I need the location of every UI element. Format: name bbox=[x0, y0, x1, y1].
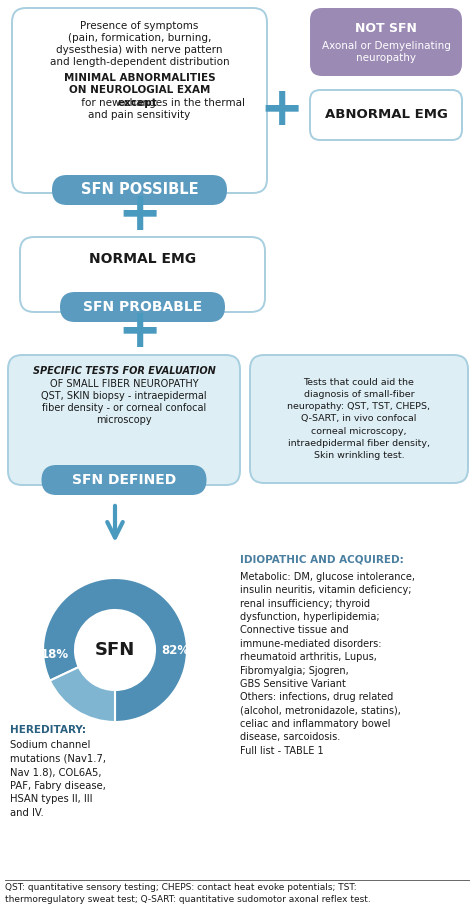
FancyBboxPatch shape bbox=[310, 90, 462, 140]
Text: SFN POSSIBLE: SFN POSSIBLE bbox=[81, 183, 198, 197]
FancyBboxPatch shape bbox=[250, 355, 468, 483]
Text: (pain, formication, burning,: (pain, formication, burning, bbox=[68, 33, 211, 43]
Wedge shape bbox=[43, 578, 187, 722]
FancyBboxPatch shape bbox=[60, 292, 225, 322]
Text: +: + bbox=[118, 189, 162, 241]
Text: 18%: 18% bbox=[41, 649, 69, 662]
Text: +: + bbox=[260, 84, 304, 136]
Text: and pain sensitivity: and pain sensitivity bbox=[88, 110, 191, 120]
FancyBboxPatch shape bbox=[52, 175, 227, 205]
Text: ON NEUROLOGIAL EXAM: ON NEUROLOGIAL EXAM bbox=[69, 85, 210, 95]
FancyBboxPatch shape bbox=[12, 8, 267, 193]
Text: QST, SKIN biopsy - intraepidermal: QST, SKIN biopsy - intraepidermal bbox=[41, 391, 207, 401]
Text: NORMAL EMG: NORMAL EMG bbox=[89, 252, 196, 266]
FancyBboxPatch shape bbox=[8, 355, 240, 485]
Text: Axonal or Demyelinating
neuropathy: Axonal or Demyelinating neuropathy bbox=[321, 41, 450, 63]
Text: except: except bbox=[118, 98, 157, 108]
Text: fiber density - or corneal confocal: fiber density - or corneal confocal bbox=[42, 403, 206, 413]
Text: Tests that could aid the
diagnosis of small-fiber
neuropathy: QST, TST, CHEPS,
Q: Tests that could aid the diagnosis of sm… bbox=[288, 378, 430, 460]
Text: Presence of symptoms: Presence of symptoms bbox=[80, 21, 199, 31]
Text: NOT SFN: NOT SFN bbox=[355, 22, 417, 35]
Wedge shape bbox=[50, 667, 115, 722]
Text: for new changes in the thermal: for new changes in the thermal bbox=[78, 98, 245, 108]
Text: dysesthesia) with nerve pattern: dysesthesia) with nerve pattern bbox=[56, 45, 223, 55]
FancyBboxPatch shape bbox=[42, 465, 207, 495]
Text: QST: quantitative sensory testing; CHEPS: contact heat evoke potentials; TST:
th: QST: quantitative sensory testing; CHEPS… bbox=[5, 883, 371, 905]
Text: HEREDITARY:: HEREDITARY: bbox=[10, 725, 86, 735]
Text: SFN: SFN bbox=[95, 641, 135, 659]
Text: and length-dependent distribution: and length-dependent distribution bbox=[50, 57, 229, 67]
FancyBboxPatch shape bbox=[20, 237, 265, 312]
Circle shape bbox=[75, 610, 155, 690]
Text: OF SMALL FIBER NEUROPATHY: OF SMALL FIBER NEUROPATHY bbox=[50, 379, 198, 389]
Text: SFN DEFINED: SFN DEFINED bbox=[72, 473, 176, 487]
Text: microscopy: microscopy bbox=[96, 415, 152, 425]
Text: Sodium channel
mutations (Nav1.7,
Nav 1.8), COL6A5,
PAF, Fabry disease,
HSAN typ: Sodium channel mutations (Nav1.7, Nav 1.… bbox=[10, 740, 106, 818]
Text: 82%: 82% bbox=[161, 643, 189, 656]
Text: SFN PROBABLE: SFN PROBABLE bbox=[83, 300, 202, 314]
Text: SPECIFIC TESTS FOR EVALUATION: SPECIFIC TESTS FOR EVALUATION bbox=[33, 366, 215, 376]
FancyBboxPatch shape bbox=[310, 8, 462, 76]
Text: IDIOPATHIC AND ACQUIRED:: IDIOPATHIC AND ACQUIRED: bbox=[240, 555, 404, 565]
Text: +: + bbox=[118, 306, 162, 358]
Text: MINIMAL ABNORMALITIES: MINIMAL ABNORMALITIES bbox=[64, 73, 215, 83]
Text: Metabolic: DM, glucose intolerance,
insulin neuritis, vitamin deficiency;
renal : Metabolic: DM, glucose intolerance, insu… bbox=[240, 572, 415, 755]
Text: ABNORMAL EMG: ABNORMAL EMG bbox=[325, 108, 447, 122]
